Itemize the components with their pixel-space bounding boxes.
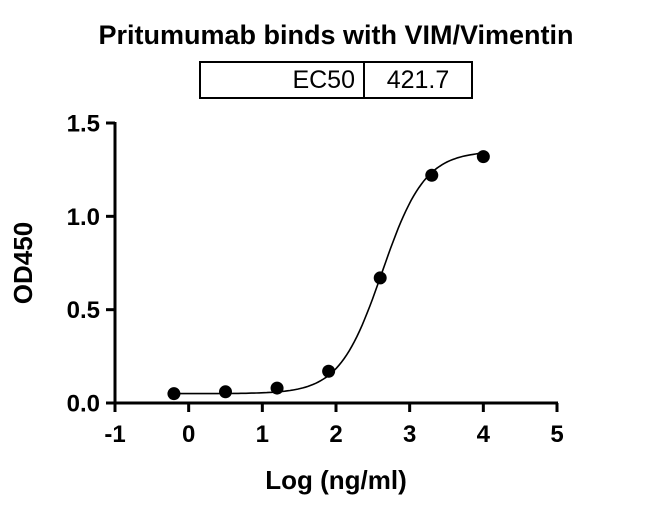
x-tick-label: -1 [104,421,125,448]
y-tick-label: 0.0 [67,391,100,418]
x-tick-label: 0 [182,421,195,448]
data-point [425,168,439,182]
ec50-table-wrap: EC50 421.7 [22,61,650,99]
y-tick-label: 0.5 [67,297,100,324]
x-axis-label: Log (ng/ml) [265,465,407,495]
data-point [270,381,284,395]
data-point [322,364,336,378]
x-tick-label: 1 [256,421,269,448]
y-tick-label: 1.5 [67,111,100,138]
figure-content: Pritumumab binds with VIM/Vimentin EC50 … [0,0,650,99]
ec50-value-cell: 421.7 [386,66,450,94]
x-tick-label: 3 [403,421,416,448]
x-tick-label: 4 [477,421,491,448]
data-point [373,271,387,285]
data-point [167,387,181,401]
fit-curve [173,152,484,395]
x-tick-label: 2 [329,421,342,448]
x-tick-label: 5 [550,421,563,448]
ec50-table: EC50 421.7 [199,61,473,99]
y-axis-label: OD450 [8,222,38,304]
y-tick-label: 1.0 [67,204,100,231]
data-point [219,385,232,399]
binding-curve-chart: -1 0 1 2 3 4 5 0.0 0.5 1.0 1.5 Log (ng/ml) OD450 [8,111,564,496]
ec50-label-cell: EC50 [201,63,365,97]
chart-title: Pritumumab binds with VIM/Vimentin [98,20,574,50]
data-point [476,150,490,164]
